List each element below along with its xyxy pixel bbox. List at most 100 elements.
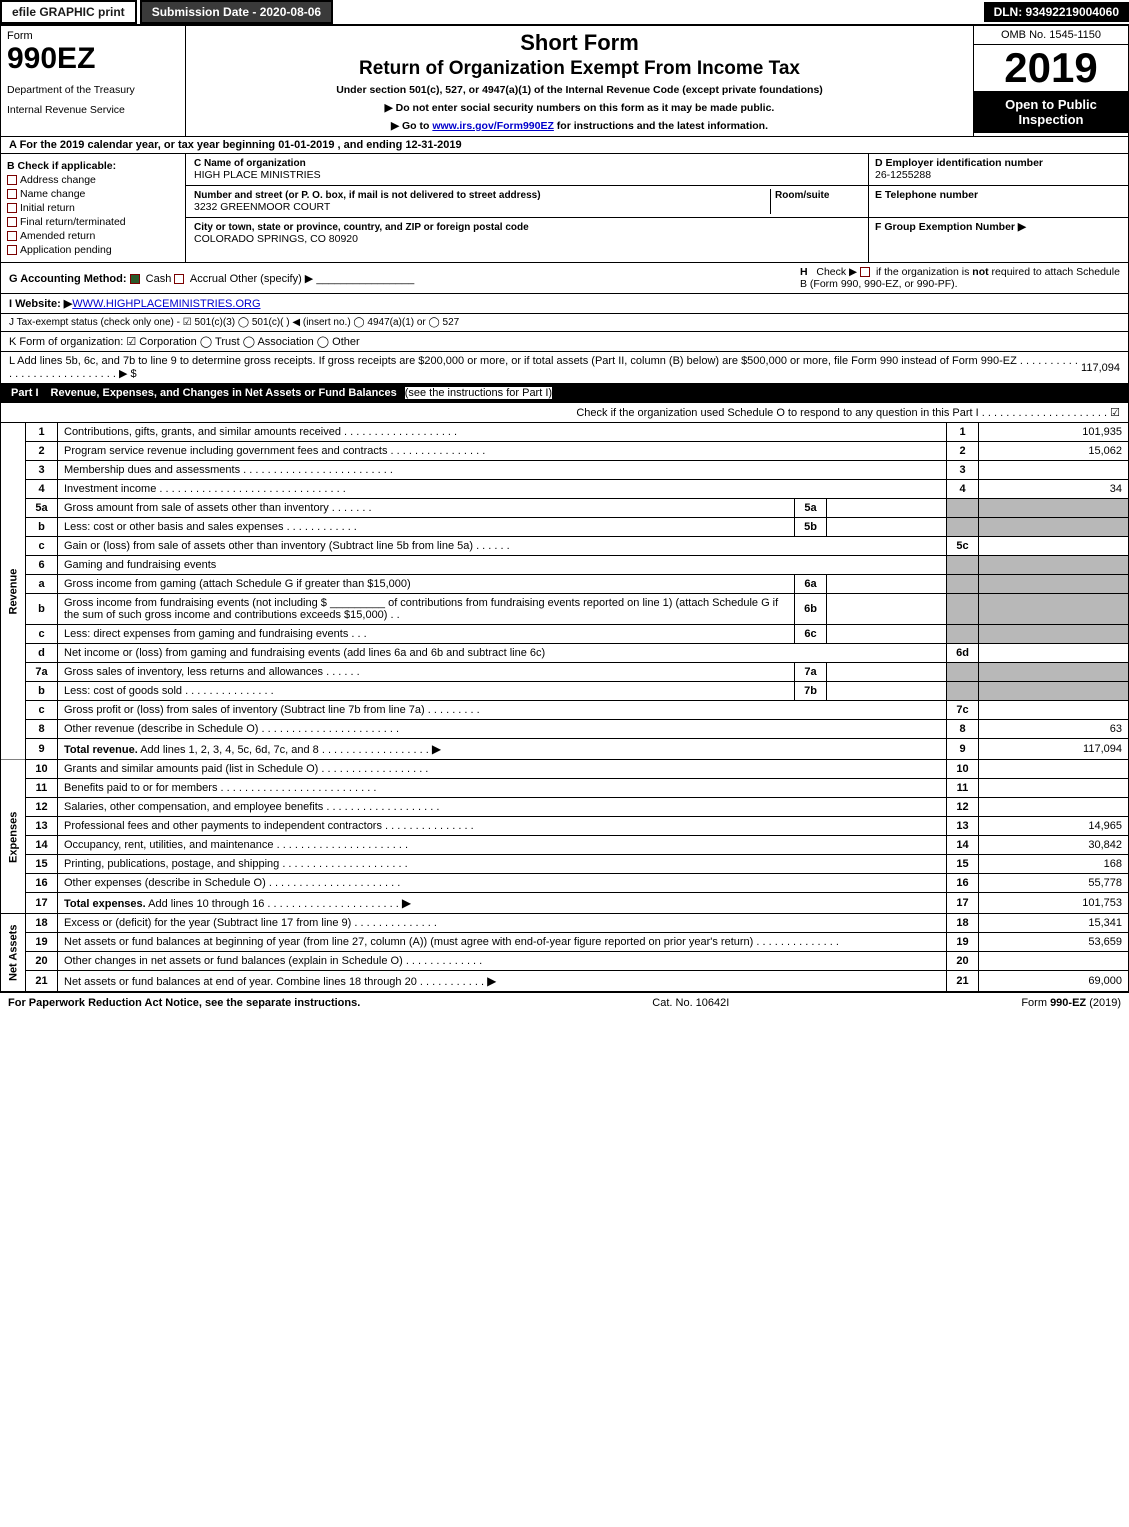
line-7c: c Gross profit or (loss) from sales of i… [1,701,1129,720]
b-opt-name: Name change [7,188,179,200]
b-opt-pending: Application pending [7,244,179,256]
header-mid: Short Form Return of Organization Exempt… [186,26,973,136]
footer-right: Form 990-EZ (2019) [1021,997,1121,1009]
line-6: 6 Gaming and fundraising events [1,556,1129,575]
line-20: 20 Other changes in net assets or fund b… [1,952,1129,971]
dept-treasury: Department of the Treasury [7,84,179,96]
l-amount: 117,094 [1081,362,1120,374]
group-exemption-row: F Group Exemption Number ▶ [869,218,1128,250]
city-value: COLORADO SPRINGS, CO 80920 [194,233,358,245]
footer-left: For Paperwork Reduction Act Notice, see … [8,997,360,1009]
c-name-label: C Name of organization [194,158,306,169]
line-5c: c Gain or (loss) from sale of assets oth… [1,537,1129,556]
b-title: B Check if applicable: [7,160,179,172]
row-k-form-org: K Form of organization: ☑ Corporation ◯ … [0,332,1129,352]
line-18: Net Assets 18 Excess or (deficit) for th… [1,914,1129,933]
revenue-side-label: Revenue [1,423,26,760]
checkbox-checked-icon[interactable] [130,274,140,284]
checkbox-icon[interactable] [7,203,17,213]
website-link[interactable]: WWW.HIGHPLACEMINISTRIES.ORG [72,298,260,310]
part-1-sub: (see the instructions for Part I) [405,387,552,399]
part-1-table: Revenue 1 Contributions, gifts, grants, … [0,423,1129,992]
street-label: Number and street (or P. O. box, if mail… [194,190,541,201]
line-12: 12 Salaries, other compensation, and emp… [1,798,1129,817]
line-7a: 7a Gross sales of inventory, less return… [1,663,1129,682]
section-b-checkboxes: B Check if applicable: Address change Na… [1,154,186,262]
checkbox-icon[interactable] [7,189,17,199]
checkbox-icon[interactable] [7,245,17,255]
phone-label: E Telephone number [875,189,978,201]
top-bar: efile GRAPHIC print Submission Date - 20… [0,0,1129,24]
line-5b: b Less: cost or other basis and sales ex… [1,518,1129,537]
row-h-schedule-b: H Check ▶ if the organization is not req… [800,266,1120,290]
checkbox-icon[interactable] [7,231,17,241]
goto-prefix: ▶ Go to [391,120,432,132]
row-i-website: I Website: ▶ WWW.HIGHPLACEMINISTRIES.ORG [0,294,1129,314]
line-2: 2 Program service revenue including gove… [1,442,1129,461]
section-def: D Employer identification number 26-1255… [868,154,1128,262]
return-title: Return of Organization Exempt From Incom… [194,58,965,80]
efile-print-button[interactable]: efile GRAPHIC print [0,0,137,24]
line-5a: 5a Gross amount from sale of assets othe… [1,499,1129,518]
city-label: City or town, state or province, country… [194,222,529,233]
org-name-row: C Name of organization HIGH PLACE MINIST… [186,154,868,186]
phone-row: E Telephone number [869,186,1128,218]
line-15: 15 Printing, publications, postage, and … [1,855,1129,874]
dln-label: DLN: 93492219004060 [984,2,1129,22]
page-footer: For Paperwork Reduction Act Notice, see … [0,992,1129,1013]
line-6c: c Less: direct expenses from gaming and … [1,625,1129,644]
org-street-row: Number and street (or P. O. box, if mail… [186,186,868,218]
under-section: Under section 501(c), 527, or 4947(a)(1)… [194,84,965,96]
section-bcdef: B Check if applicable: Address change Na… [0,154,1129,263]
b-opt-final: Final return/terminated [7,216,179,228]
ein-label: D Employer identification number [875,157,1043,169]
omb-number: OMB No. 1545-1150 [974,26,1128,45]
line-16: 16 Other expenses (describe in Schedule … [1,874,1129,893]
org-name: HIGH PLACE MINISTRIES [194,169,321,181]
line-1: Revenue 1 Contributions, gifts, grants, … [1,423,1129,442]
row-a-tax-year: A For the 2019 calendar year, or tax yea… [0,137,1129,154]
netassets-side-label: Net Assets [1,914,26,992]
room-label: Room/suite [775,190,829,201]
part-1-label: Part I [11,387,39,399]
form-990ez-page: efile GRAPHIC print Submission Date - 20… [0,0,1129,1013]
tax-year: 2019 [974,45,1128,91]
open-inspection: Open to Public Inspection [974,91,1128,133]
header-right: OMB No. 1545-1150 2019 Open to Public In… [973,26,1128,136]
line-3: 3 Membership dues and assessments . . . … [1,461,1129,480]
checkbox-icon[interactable] [7,175,17,185]
checkbox-icon[interactable] [7,217,17,227]
goto-suffix: for instructions and the latest informat… [554,120,768,132]
row-g-h: G Accounting Method: Cash Accrual Other … [0,263,1129,294]
checkbox-icon[interactable] [860,267,870,277]
line-21: 21 Net assets or fund balances at end of… [1,971,1129,992]
header-left: Form 990EZ Department of the Treasury In… [1,26,186,136]
dept-irs: Internal Revenue Service [7,104,179,116]
line-10: Expenses 10 Grants and similar amounts p… [1,760,1129,779]
line-13: 13 Professional fees and other payments … [1,817,1129,836]
g-label: G Accounting Method: [9,273,127,285]
row-l-gross-receipts: L Add lines 5b, 6c, and 7b to line 9 to … [0,352,1129,384]
section-c-org-info: C Name of organization HIGH PLACE MINIST… [186,154,868,262]
submission-date-button[interactable]: Submission Date - 2020-08-06 [140,0,333,24]
group-label: F Group Exemption Number ▶ [875,221,1026,233]
i-label: I Website: ▶ [9,297,72,310]
line-11: 11 Benefits paid to or for members . . .… [1,779,1129,798]
row-g-accounting: G Accounting Method: Cash Accrual Other … [9,272,414,285]
line-14: 14 Occupancy, rent, utilities, and maint… [1,836,1129,855]
org-city-row: City or town, state or province, country… [186,218,868,250]
ein-value: 26-1255288 [875,169,931,181]
b-opt-amended: Amended return [7,230,179,242]
irs-link[interactable]: www.irs.gov/Form990EZ [432,120,554,132]
row-j-tax-exempt: J Tax-exempt status (check only one) - ☑… [0,314,1129,332]
line-8: 8 Other revenue (describe in Schedule O)… [1,720,1129,739]
short-form-title: Short Form [194,30,965,56]
l-text: L Add lines 5b, 6c, and 7b to line 9 to … [9,355,1081,380]
part-1-check-o: Check if the organization used Schedule … [0,403,1129,423]
part-1-header: Part I Revenue, Expenses, and Changes in… [0,384,1129,403]
form-header: Form 990EZ Department of the Treasury In… [0,24,1129,137]
checkbox-icon[interactable] [174,274,184,284]
line-6b: b Gross income from fundraising events (… [1,594,1129,625]
ein-row: D Employer identification number 26-1255… [869,154,1128,186]
line-6d: d Net income or (loss) from gaming and f… [1,644,1129,663]
